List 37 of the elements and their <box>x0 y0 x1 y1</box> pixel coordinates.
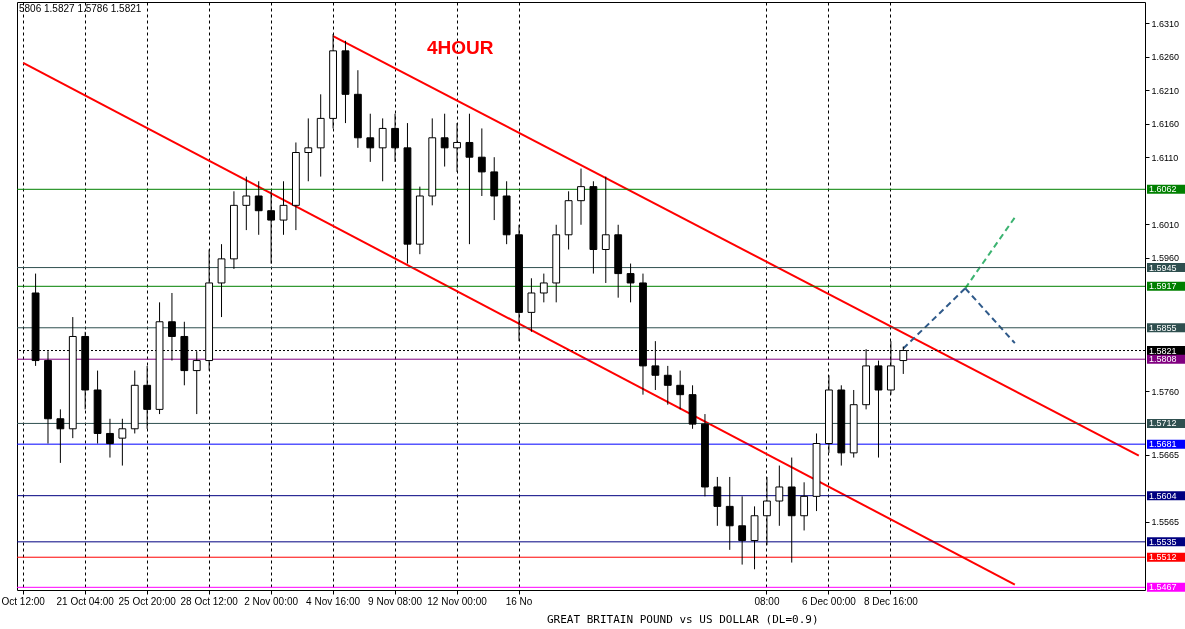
y-tick-label: 1.5760 <box>1151 386 1180 397</box>
ref-line-label: 1.5821 <box>1149 345 1177 356</box>
x-tick-label: Oct 12:00 <box>1 595 46 607</box>
ref-line-label: 1.5512 <box>1149 552 1177 563</box>
y-tick-label: 1.6260 <box>1151 52 1180 63</box>
ref-line-label: 1.5604 <box>1149 490 1177 501</box>
x-tick-label: 6 Dec 00:00 <box>801 595 857 607</box>
x-tick-label: 9 Nov 08:00 <box>368 595 423 607</box>
x-tick-label: 08:00 <box>754 595 780 607</box>
ref-line-label: 1.5945 <box>1149 262 1177 273</box>
text: GREAT BRITAIN POUND vs US DOLLAR (DL=0.9) <box>547 613 819 626</box>
x-tick-label: 21 Oct 04:00 <box>56 595 115 607</box>
ref-line-label: 1.5467 <box>1149 582 1177 593</box>
ref-line-label: 1.6062 <box>1149 184 1177 195</box>
y-tick-label: 1.6310 <box>1151 18 1180 29</box>
text: 4HOUR <box>427 37 494 58</box>
y-tick-label: 1.5665 <box>1151 450 1180 461</box>
y-tick-label: 1.6160 <box>1151 119 1180 130</box>
ref-line-label: 1.5855 <box>1149 322 1177 333</box>
x-tick-label: 2 Nov 00:00 <box>244 595 299 607</box>
ref-line-label: 1.5917 <box>1149 281 1177 292</box>
ref-line-label: 1.5535 <box>1149 536 1177 547</box>
y-tick-label: 1.6010 <box>1151 219 1180 230</box>
ref-line-label: 1.5808 <box>1149 354 1177 365</box>
y-tick-label: 1.6210 <box>1151 85 1180 96</box>
y-tick-label: 1.5960 <box>1151 253 1180 264</box>
x-tick-label: 8 Dec 16:00 <box>863 595 919 607</box>
x-tick-label: 28 Oct 12:00 <box>180 595 239 607</box>
ref-line-label: 1.5712 <box>1149 418 1177 429</box>
x-tick-label: 4 Nov 16:00 <box>306 595 361 607</box>
x-tick-label: 25 Oct 20:00 <box>118 595 177 607</box>
ref-line-label: 1.5681 <box>1149 439 1177 450</box>
annotation: 5806 1.5827 1.5786 1.5821 <box>19 3 142 14</box>
y-tick-label: 1.6110 <box>1151 152 1179 163</box>
y-tick-label: 1.5565 <box>1151 517 1180 528</box>
x-tick-label: 12 Nov 00:00 <box>427 595 488 607</box>
x-tick-label: 16 No <box>505 595 533 607</box>
